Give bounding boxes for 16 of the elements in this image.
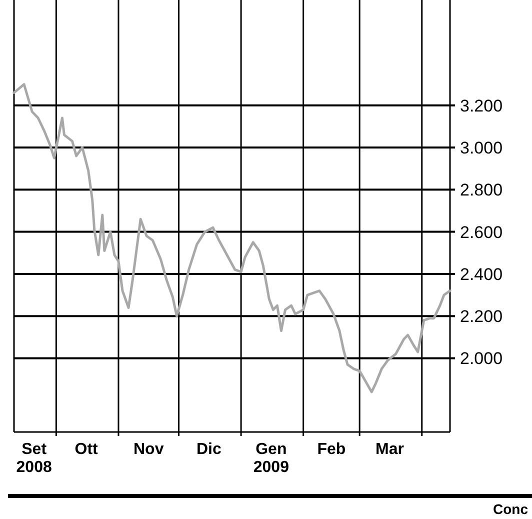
line-series — [12, 83, 452, 394]
x-tick-label: Ott — [74, 441, 99, 458]
y-tick-label: 2.600 — [460, 222, 503, 242]
y-tick-label: 2.200 — [460, 307, 503, 326]
x-tick-label: Mar — [375, 441, 404, 458]
y-tick-label: 2.800 — [460, 180, 503, 200]
x-tick-label: Gen 2009 — [253, 441, 290, 476]
x-tick-label: Set 2008 — [16, 441, 52, 476]
text: Conc — [493, 501, 528, 517]
x-tick-label: Dic — [196, 441, 222, 458]
y-tick-label: 2.400 — [460, 264, 503, 284]
x-tick-label: Nov — [134, 441, 164, 458]
y-tick-label: 2.000 — [460, 349, 503, 368]
x-tick-label: Feb — [317, 441, 346, 458]
y-tick-label: 3.200 — [460, 96, 503, 116]
y-tick-label: 3.000 — [460, 138, 503, 158]
